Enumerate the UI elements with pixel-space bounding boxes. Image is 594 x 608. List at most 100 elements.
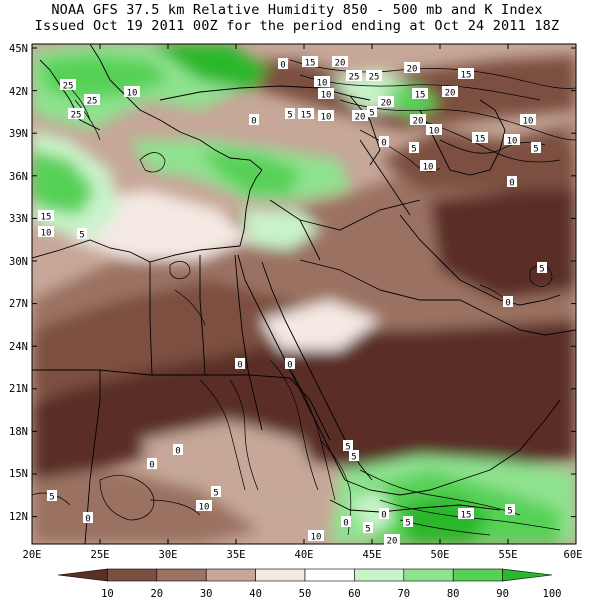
colorbar-tick-label: 90 (496, 588, 509, 600)
contour-label-box (47, 490, 57, 501)
contour-label-box (420, 160, 436, 171)
contour-label: 0 (505, 299, 510, 309)
contour-label: 20 (387, 537, 398, 547)
contour-label-box (84, 94, 100, 105)
contour-label-box (341, 516, 351, 527)
contour-label-box (531, 142, 541, 153)
contour-label: 5 (287, 111, 292, 121)
lon-label: 45E (363, 549, 382, 561)
contour-label-box (458, 68, 474, 79)
contour-label: 25 (369, 73, 380, 83)
contour-label: 10 (317, 79, 328, 89)
colorbar-tick-label: 10 (101, 588, 114, 600)
contour-label-box (332, 56, 348, 67)
contour-label-box (308, 530, 324, 541)
contour-label-box (504, 134, 520, 145)
colorbar-swatch (304, 568, 355, 582)
contour-label-box (378, 96, 394, 107)
contour-label-box (349, 450, 359, 461)
contour-label-box (147, 458, 157, 469)
lon-label: 40E (295, 549, 314, 561)
contour-label-box (410, 114, 426, 125)
colorbar-tick-label: 70 (397, 588, 410, 600)
contour-label-box (507, 176, 517, 187)
map-title: NOAA GFS 37.5 km Relative Humidity 850 -… (51, 2, 543, 18)
contour-label-box (352, 110, 368, 121)
lat-label: 15N (9, 468, 28, 480)
colorbar-tick-label: 60 (348, 588, 361, 600)
contour-label: 25 (349, 73, 360, 83)
contour-label: 10 (199, 503, 210, 513)
colorbar-swatch (354, 568, 405, 582)
contour-label-box (249, 114, 259, 125)
contour-label: 15 (41, 213, 52, 223)
lat-label: 12N (9, 511, 28, 523)
colorbar-tick-label: 50 (299, 588, 312, 600)
contour-label-box (314, 76, 330, 87)
contour-label-box (60, 79, 76, 90)
contour-label-box (505, 504, 515, 515)
contour-label: 5 (411, 145, 416, 155)
contour-label-box (173, 444, 183, 455)
lat-label: 36N (9, 171, 28, 183)
lat-label: 39N (9, 128, 28, 140)
contour-label: 5 (365, 525, 370, 535)
lon-label: 30E (159, 549, 178, 561)
contour-label-box (472, 132, 488, 143)
lat-label: 30N (9, 256, 28, 268)
contour-label: 0 (509, 179, 514, 189)
lat-label: 33N (9, 213, 28, 225)
contour-label: 25 (71, 111, 82, 121)
lat-label: 45N (9, 43, 28, 55)
contour-label: 10 (321, 113, 332, 123)
contour-label-box (196, 500, 212, 511)
contour-label-box (318, 88, 334, 99)
contour-label-box (38, 210, 54, 221)
contour-label-box (285, 108, 295, 119)
colorbar-tick-label: 40 (249, 588, 262, 600)
contour-label: 20 (335, 59, 346, 69)
contour-label-box (68, 108, 84, 119)
contour-label: 0 (381, 139, 386, 149)
contour-label-box (442, 86, 458, 97)
contour-label: 10 (423, 163, 434, 173)
contour-label-box (409, 142, 419, 153)
contour-label-box (83, 512, 93, 523)
contour-label-box (503, 296, 513, 307)
contour-label-box (38, 226, 54, 237)
contour-label: 5 (539, 265, 544, 275)
contour-label: 5 (49, 493, 54, 503)
contour-label: 10 (311, 533, 322, 543)
lon-label: 50E (431, 549, 450, 561)
lon-label: 55E (499, 549, 518, 561)
contour-label: 10 (523, 117, 534, 127)
contour-label: 0 (280, 61, 285, 71)
contour-label: 10 (321, 91, 332, 101)
contour-label-box (285, 358, 295, 369)
contour-label: 15 (305, 59, 316, 69)
contour-label: 5 (345, 443, 350, 453)
contour-label: 0 (149, 461, 154, 471)
latitude-axis: 45N 42N 39N 36N 33N 30N 27N 24N 21N 18N … (9, 43, 28, 523)
map-subtitle: Issued Oct 19 2011 00Z for the period en… (34, 18, 560, 34)
contour-label-box (343, 440, 353, 451)
contour-label-box (77, 228, 87, 239)
contour-label-box (278, 58, 288, 69)
contour-label-box (379, 136, 389, 147)
contour-label-box (367, 106, 377, 117)
lon-label: 35E (227, 549, 246, 561)
contour-label-box (366, 70, 382, 81)
contour-label: 5 (533, 145, 538, 155)
colorbar-tick-label: 30 (200, 588, 213, 600)
colorbar-swatch (205, 568, 256, 582)
lon-label: 25E (91, 549, 110, 561)
contour-label: 5 (79, 231, 84, 241)
colorbar-swatch (57, 568, 108, 582)
contour-label: 5 (405, 519, 410, 529)
colorbar-swatch (107, 568, 158, 582)
longitude-axis: 20E 25E 30E 35E 40E 45E 50E 55E 60E (23, 549, 583, 561)
lon-label: 20E (23, 549, 42, 561)
contour-label: 0 (237, 361, 242, 371)
